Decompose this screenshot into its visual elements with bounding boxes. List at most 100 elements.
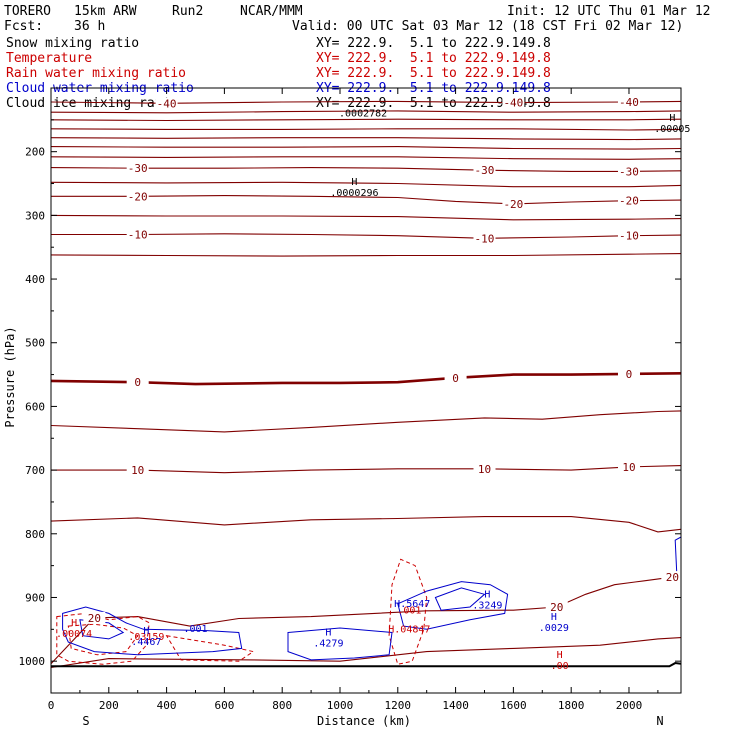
cloud-water-max-label: .0029 — [539, 623, 569, 634]
valid-time: Valid: 00 UTC Sat 03 Mar 12 (18 CST Fri … — [292, 19, 684, 34]
isotherm-label: -10 — [619, 230, 639, 243]
x-tick-label: 1600 — [500, 699, 527, 712]
isotherm-line — [50, 167, 682, 172]
y-tick-label: 400 — [25, 273, 45, 286]
legend-xy-temperature: XY= 222.9. 5.1 to 222.9.149.8 — [316, 51, 551, 66]
cloud-water-max-label: H — [143, 626, 149, 637]
legend-name-temperature: Temperature — [6, 51, 93, 66]
x-tick-label: 2000 — [616, 699, 643, 712]
isotherm-line — [50, 181, 682, 188]
x-tick-label: 1200 — [385, 699, 412, 712]
rain-max-label: .03159 — [128, 632, 164, 643]
y-tick-label: 500 — [25, 337, 45, 350]
isotherm-line — [50, 253, 682, 257]
y-tick-label: 200 — [25, 146, 45, 159]
contour-labels: -40 -40 -40 -30 -30 -30 -20 -20 -20 -10 -10 -10 0 0 0 1… — [56, 96, 690, 672]
isotherm-label-bg — [126, 228, 149, 241]
isotherm-label: 20 — [88, 612, 101, 625]
org-label: NCAR/MMM — [240, 4, 303, 19]
cloud-water-max-label: H — [484, 589, 490, 600]
isotherm-line — [50, 137, 682, 141]
isotherm-label: -10 — [475, 232, 495, 245]
rain-contour — [165, 635, 255, 662]
resolution: 15km ARW — [74, 4, 137, 19]
y-tick-label: 600 — [25, 400, 45, 413]
isotherm-label-bg — [444, 371, 467, 384]
isotherm-line — [50, 110, 682, 114]
isotherm-label-bg — [126, 190, 149, 203]
isotherm-label-bg — [617, 194, 640, 207]
isotherm-label-bg — [617, 96, 640, 109]
legend-xy-rain: XY= 222.9. 5.1 to 222.9.149.8 — [316, 66, 551, 81]
isotherm-label-bg — [502, 197, 525, 210]
y-tick-label: 1000 — [19, 655, 46, 668]
isotherm-label: -40 — [503, 97, 523, 110]
isotherm-label-bg — [502, 96, 525, 109]
isotherm-label-bg — [126, 464, 149, 477]
isotherm-label-bg — [617, 165, 640, 178]
x-tick-label: 1400 — [442, 699, 469, 712]
isotherm-line — [50, 214, 682, 221]
cloud-water-max-label: .4467 — [131, 637, 161, 648]
cloud-water-max-label: .001 — [183, 624, 207, 635]
isotherm-label-bg — [617, 229, 640, 242]
isotherm-label: -40 — [619, 96, 639, 109]
rain-contour — [67, 623, 139, 656]
isotherm-label: -30 — [128, 162, 148, 175]
isotherm-label: 10 — [478, 463, 491, 476]
isotherm-label: -20 — [128, 190, 148, 203]
isotherm-label: 20 — [666, 571, 679, 584]
cloud-water-contour — [287, 627, 393, 661]
rain-max-label: H — [557, 650, 563, 661]
fcst-label: Fcst: — [4, 19, 44, 34]
cloud-water-max-label: H — [325, 628, 331, 639]
isotherm-line — [50, 156, 682, 160]
south-label: S — [82, 714, 89, 728]
legend-xy-snow: XY= 222.9. 5.1 to 222.9.149.8 — [316, 36, 551, 51]
x-tick-label: 1000 — [327, 699, 354, 712]
isotherm-line — [50, 516, 682, 533]
y-tick-label: 900 — [25, 591, 45, 604]
x-axis-title: Distance (km) — [317, 714, 411, 728]
fcst-value: 36 h — [74, 19, 106, 34]
cloud-water-max-label: H.5647 — [394, 599, 430, 610]
snow-max-label: .0002782 — [339, 109, 387, 120]
cloud-water-max-label: H — [551, 612, 557, 623]
x-tick-label: 400 — [157, 699, 177, 712]
isotherm-line — [50, 637, 682, 669]
isotherm-line — [50, 100, 682, 104]
x-tick-label: 1800 — [558, 699, 585, 712]
axes: 0 200 400 600 800 1000 1200 1400 1600 1800 2000200… — [19, 88, 681, 712]
temperature-contours — [50, 100, 682, 669]
isotherm-label: -20 — [619, 195, 639, 208]
plot-frame — [50, 87, 682, 694]
rain-contour — [388, 558, 428, 665]
snow-max-label: H — [669, 113, 675, 124]
isotherm-label: 0 — [626, 368, 633, 381]
isotherm-line — [50, 372, 682, 386]
isotherm-line — [50, 146, 682, 150]
y-tick-label: 800 — [25, 528, 45, 541]
isotherm-label-bg — [661, 571, 684, 584]
cloud-water-contour — [674, 536, 682, 573]
cloud-water-contour — [434, 587, 486, 611]
y-tick-label: 300 — [25, 209, 45, 222]
snow-max-label: .0000296 — [330, 188, 378, 199]
isotherm-label-bg — [545, 601, 568, 614]
isotherm-line — [51, 195, 682, 205]
isotherm-label: 10 — [622, 461, 635, 474]
isotherm-label-bg — [617, 367, 640, 380]
isotherm-line — [51, 233, 682, 239]
isotherm-label: 20 — [550, 601, 563, 614]
y-tick-label: 700 — [25, 464, 45, 477]
isotherm-label-bg — [155, 97, 178, 110]
isotherm-label-bg — [126, 162, 149, 175]
isotherm-line — [50, 410, 682, 433]
isotherm-label: -40 — [157, 97, 177, 110]
isotherm-label: 0 — [452, 372, 459, 385]
isotherm-label-bg — [473, 462, 496, 475]
ground-line — [51, 662, 682, 668]
legend-name-rain: Rain water mixing ratio — [6, 66, 187, 81]
cloud-water-contour — [62, 606, 243, 656]
